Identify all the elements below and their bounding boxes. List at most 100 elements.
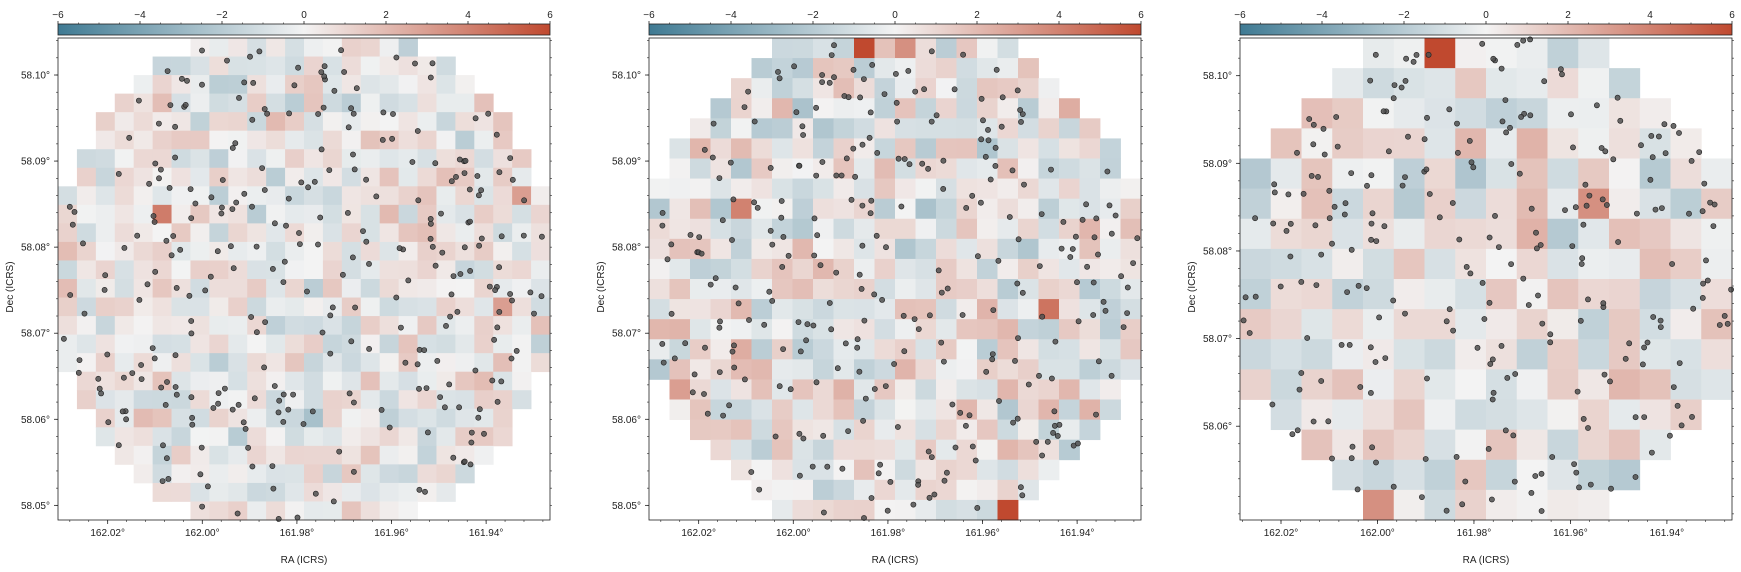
source-marker <box>513 347 520 354</box>
source-marker <box>1470 164 1477 171</box>
source-marker <box>81 310 88 317</box>
source-marker <box>928 454 935 460</box>
source-marker <box>1104 168 1111 175</box>
heatmap-cell <box>379 316 400 336</box>
heatmap-cell <box>1038 379 1060 400</box>
heatmap-cell <box>915 319 937 340</box>
heatmap-cell <box>417 390 437 410</box>
heatmap-cell <box>669 359 691 380</box>
heatmap-cell <box>398 427 418 447</box>
heatmap-cell <box>1363 68 1395 99</box>
heatmap-cell <box>1486 218 1518 250</box>
x-tick-label: 162.00° <box>1360 528 1395 539</box>
source-marker <box>250 80 257 86</box>
heatmap-cell <box>209 112 229 132</box>
heatmap-cell <box>379 186 400 206</box>
heatmap-cell <box>398 38 418 57</box>
heatmap-cell <box>690 138 711 159</box>
heatmap-cell <box>977 238 998 260</box>
source-marker <box>866 134 873 141</box>
heatmap-cell <box>285 371 305 391</box>
heatmap-cell <box>772 379 793 400</box>
heatmap-cell <box>436 130 456 150</box>
heatmap-cell <box>398 223 418 243</box>
heatmap-cell <box>209 149 229 169</box>
source-marker <box>199 81 205 88</box>
heatmap-cell <box>133 186 154 206</box>
heatmap-cell <box>322 501 343 521</box>
heatmap-cell <box>751 339 773 360</box>
heatmap-cell <box>152 316 172 336</box>
heatmap-cell <box>874 359 896 380</box>
heatmap-cell <box>1547 369 1579 400</box>
heatmap-cell <box>436 56 456 76</box>
heatmap-cell <box>997 319 1019 340</box>
y-tick-label: 58.05° <box>612 501 641 512</box>
heatmap-cell <box>997 78 1019 99</box>
heatmap-cell <box>936 178 957 200</box>
source-marker <box>527 289 534 296</box>
heatmap-cell <box>152 408 172 428</box>
heatmap-cell <box>1270 279 1302 310</box>
heatmap-cell <box>915 499 937 521</box>
heatmap-cell <box>190 353 210 373</box>
heatmap-cell <box>171 223 191 243</box>
source-marker <box>241 190 248 197</box>
heatmap-cell <box>1578 339 1610 370</box>
heatmap-cell <box>710 299 732 320</box>
source-marker <box>1118 273 1124 280</box>
heatmap-cell <box>304 186 324 206</box>
heatmap-cell <box>915 399 937 420</box>
heatmap-cell <box>133 334 154 354</box>
heatmap-cell <box>1018 319 1039 340</box>
heatmap-cell <box>936 499 957 521</box>
colorbar-tick-label: 2 <box>974 10 980 21</box>
source-marker <box>271 220 278 227</box>
heatmap-cell <box>731 359 752 380</box>
source-marker <box>1391 82 1398 88</box>
source-marker <box>1390 483 1397 490</box>
source-marker <box>839 465 846 472</box>
source-marker <box>330 498 337 505</box>
heatmap-cell <box>285 390 305 410</box>
heatmap-cell <box>1424 68 1456 99</box>
heatmap-cell <box>247 223 267 243</box>
colorbar-tick-label: 6 <box>547 10 553 21</box>
heatmap-cell <box>95 223 116 243</box>
source-marker <box>831 74 837 81</box>
heatmap-cell <box>228 149 248 169</box>
source-marker <box>115 442 122 449</box>
source-marker <box>1083 201 1089 208</box>
source-marker <box>432 160 439 167</box>
source-marker <box>126 134 133 141</box>
heatmap-cell <box>304 167 324 187</box>
heatmap-cell <box>322 93 343 113</box>
heatmap-cell <box>341 167 362 187</box>
heatmap-cell <box>956 359 978 380</box>
heatmap-cell <box>1018 439 1039 461</box>
source-marker <box>350 110 357 117</box>
heatmap-cell <box>436 408 456 428</box>
x-tick-label: 162.00° <box>776 528 811 539</box>
heatmap-cell <box>1547 279 1579 310</box>
plot-border <box>648 37 1142 521</box>
heatmap-cell <box>95 408 116 428</box>
heatmap-cell <box>649 198 670 220</box>
colorbar-tick-label: 6 <box>1729 10 1735 21</box>
heatmap-cell <box>76 241 97 261</box>
source-marker <box>668 310 675 317</box>
source-marker <box>992 162 999 169</box>
heatmap-cell <box>833 178 855 200</box>
heatmap-cell <box>649 238 670 260</box>
heatmap-cell <box>247 112 267 132</box>
source-marker <box>350 468 357 475</box>
source-marker <box>1102 307 1109 314</box>
source-marker <box>1015 236 1022 243</box>
heatmap-cell <box>304 93 324 113</box>
source-marker <box>989 351 996 357</box>
heatmap-cell <box>874 279 896 300</box>
heatmap-cell <box>1240 248 1272 280</box>
source-marker <box>710 120 717 127</box>
source-marker <box>745 88 751 95</box>
heatmap-cell <box>1301 369 1333 400</box>
